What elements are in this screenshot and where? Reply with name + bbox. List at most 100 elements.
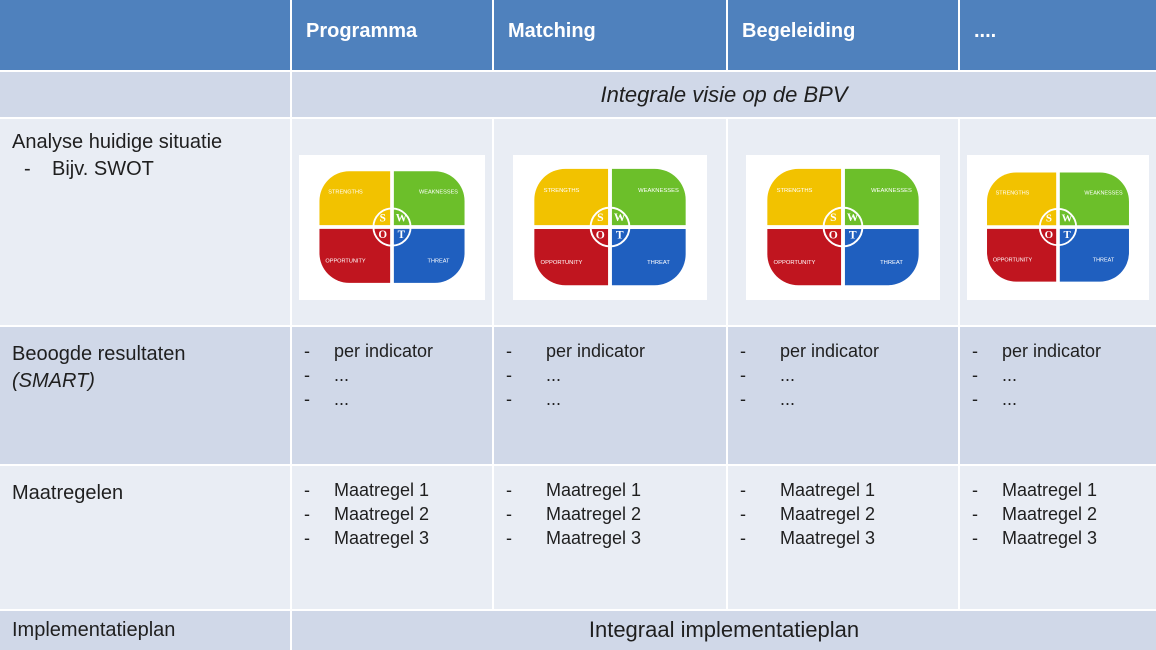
swot-letter: S <box>830 211 836 224</box>
swot-letter: T <box>398 229 406 241</box>
results-item: ... <box>292 363 492 387</box>
analysis-cell: S W O T STRENGTHS WEAKNESSES OPPORTUNITY THREAT <box>728 119 958 325</box>
swot-letter: O <box>596 229 605 242</box>
measures-list: Maatregel 1Maatregel 2Maatregel 3 <box>960 478 1156 550</box>
results-list: per indicator...... <box>960 339 1156 411</box>
swot-quadrant: STRENGTHS <box>544 188 580 194</box>
swot-quadrant: WEAKNESSES <box>871 188 912 194</box>
swot-quadrant: THREAT <box>880 260 903 266</box>
results-cell: per indicator...... <box>960 327 1156 464</box>
swot-quadrant: STRENGTHS <box>996 190 1030 196</box>
measures-item: Maatregel 2 <box>292 502 492 526</box>
measures-list: Maatregel 1Maatregel 2Maatregel 3 <box>494 478 726 550</box>
measures-item: Maatregel 3 <box>960 526 1156 550</box>
measures-item: Maatregel 3 <box>292 526 492 550</box>
results-item: per indicator <box>960 339 1156 363</box>
measures-cell: Maatregel 1Maatregel 2Maatregel 3 <box>728 466 958 609</box>
column-header: Matching <box>494 0 726 70</box>
swot-letter: W <box>847 211 859 224</box>
swot-petal <box>534 228 609 286</box>
swot-quadrant: STRENGTHS <box>328 190 363 196</box>
swot-letter: S <box>597 211 603 224</box>
swot-letter: T <box>1063 229 1071 241</box>
results-item: per indicator <box>292 339 492 363</box>
measures-cell: Maatregel 1Maatregel 2Maatregel 3 <box>494 466 726 609</box>
swot-letter: O <box>829 229 838 242</box>
measures-item: Maatregel 1 <box>494 478 726 502</box>
measures-item: Maatregel 1 <box>960 478 1156 502</box>
results-item: ... <box>292 387 492 411</box>
swot-petal <box>767 168 842 226</box>
swot-petal <box>319 171 391 226</box>
swot-petal <box>534 168 609 226</box>
swot-letter: O <box>378 229 387 241</box>
measures-item: Maatregel 3 <box>728 526 958 550</box>
measures-item: Maatregel 2 <box>728 502 958 526</box>
results-label: Beoogde resultaten (SMART) <box>0 327 290 464</box>
column-header: .... <box>960 0 1156 70</box>
analysis-cell: S W O T STRENGTHS WEAKNESSES OPPORTUNITY THREAT <box>960 119 1156 325</box>
results-item: per indicator <box>728 339 958 363</box>
swot-petal <box>393 171 465 226</box>
swot-quadrant: WEAKNESSES <box>638 188 679 194</box>
swot-petal <box>1059 172 1129 226</box>
swot-petal <box>987 172 1057 226</box>
analysis-label: Analyse huidige situatie Bijv. SWOT <box>0 119 290 325</box>
results-cell: per indicator...... <box>494 327 726 464</box>
analysis-cell: S W O T STRENGTHS WEAKNESSES OPPORTUNITY THREAT <box>292 119 492 325</box>
swot-quadrant: OPPORTUNITY <box>993 258 1033 264</box>
swot-letter: W <box>1062 213 1073 225</box>
results-note: (SMART) <box>12 370 95 392</box>
results-cell: per indicator...... <box>292 327 492 464</box>
analysis-title: Analyse huidige situatie <box>12 131 223 153</box>
implementation-label: Implementatieplan <box>0 611 290 650</box>
results-item: ... <box>728 363 958 387</box>
measures-item: Maatregel 2 <box>960 502 1156 526</box>
swot-petal <box>393 228 465 283</box>
swot-petal <box>611 168 686 226</box>
results-item: ... <box>494 387 726 411</box>
analysis-cell: S W O T STRENGTHS WEAKNESSES OPPORTUNITY THREAT <box>494 119 726 325</box>
measures-item: Maatregel 1 <box>292 478 492 502</box>
swot-petal <box>767 228 842 286</box>
swot-graphic: S WO T STRENGTHS WEAKNESSES OPPORTUNITY THREAT <box>534 168 686 286</box>
results-list: per indicator...... <box>292 339 492 411</box>
swot-graphic: S WO T STRENGTHS WEAKNESSES OPPORTUNITY THREAT <box>767 168 919 286</box>
measures-cell: Maatregel 1Maatregel 2Maatregel 3 <box>960 466 1156 609</box>
measures-list: Maatregel 1Maatregel 2Maatregel 3 <box>728 478 958 550</box>
implementation-plan: Integraal implementatieplan <box>292 611 1156 650</box>
measures-label: Maatregelen <box>0 466 290 609</box>
swot-letter: W <box>396 212 407 224</box>
swot-quadrant: WEAKNESSES <box>419 190 458 196</box>
swot-letter: W <box>614 211 626 224</box>
swot-ring <box>372 207 412 247</box>
swot-quadrant: THREAT <box>428 258 450 264</box>
measures-item: Maatregel 1 <box>728 478 958 502</box>
swot-petal <box>319 228 391 283</box>
results-item: per indicator <box>494 339 726 363</box>
results-list: per indicator...... <box>728 339 958 411</box>
swot-quadrant: THREAT <box>647 260 670 266</box>
swot-petal <box>844 168 919 226</box>
swot-quadrant: STRENGTHS <box>777 188 813 194</box>
results-item: ... <box>960 363 1156 387</box>
swot-ring <box>822 206 864 248</box>
swot-quadrant: WEAKNESSES <box>1084 190 1123 196</box>
swot-petal <box>1059 228 1129 282</box>
swot-graphic: S WO T STRENGTHS WEAKNESSES OPPORTUNITY THREAT <box>319 171 465 283</box>
swot-quadrant: OPPORTUNITY <box>325 258 365 264</box>
results-item: ... <box>960 387 1156 411</box>
swot-image: S W O T STRENGTHS WEAKNESSES OPPORTUNITY THREAT <box>513 155 707 300</box>
results-list: per indicator...... <box>494 339 726 411</box>
swot-quadrant: OPPORTUNITY <box>541 260 583 266</box>
swot-image: S W O T STRENGTHS WEAKNESSES OPPORTUNITY THREAT <box>746 155 940 300</box>
results-cell: per indicator...... <box>728 327 958 464</box>
measures-cell: Maatregel 1Maatregel 2Maatregel 3 <box>292 466 492 609</box>
measures-list: Maatregel 1Maatregel 2Maatregel 3 <box>292 478 492 550</box>
swot-image: S W O T STRENGTHS WEAKNESSES OPPORTUNITY THREAT <box>967 155 1149 300</box>
column-header: Programma <box>292 0 492 70</box>
swot-petal <box>844 228 919 286</box>
swot-quadrant: THREAT <box>1093 258 1115 264</box>
empty-label-cell <box>0 72 290 117</box>
